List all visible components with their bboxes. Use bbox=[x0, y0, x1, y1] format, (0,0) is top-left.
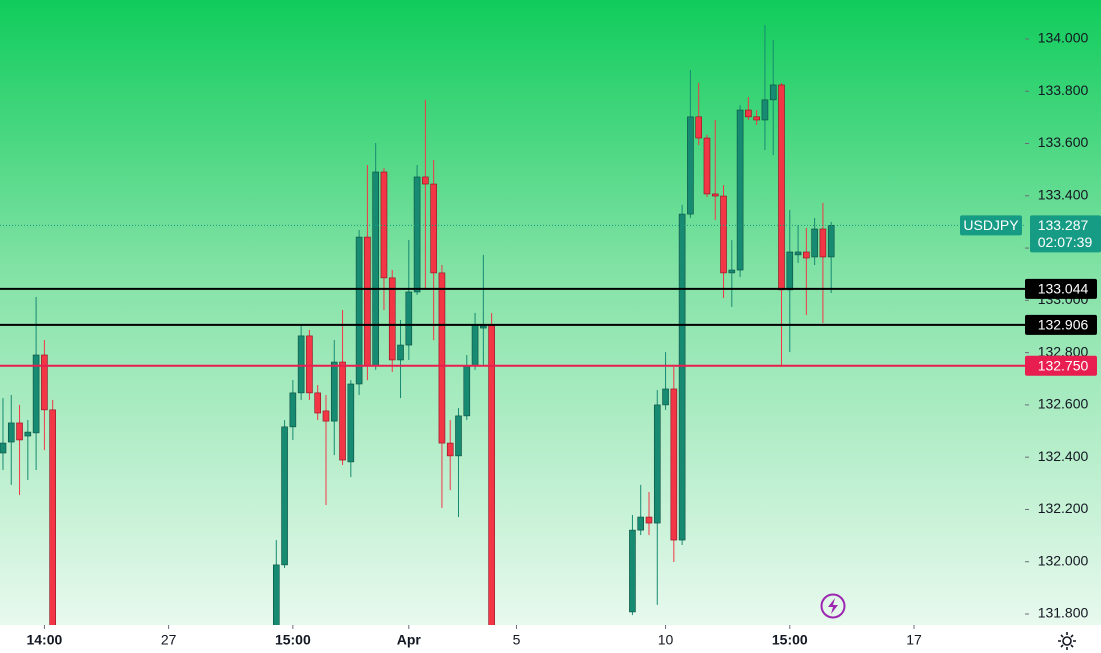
price-line-label: 133.044 bbox=[1038, 281, 1089, 297]
candle-body bbox=[339, 361, 346, 461]
candle-body bbox=[438, 272, 446, 444]
candle-body bbox=[827, 225, 835, 258]
candle-body bbox=[49, 409, 56, 625]
y-tick-label: 132.000 bbox=[1038, 552, 1089, 568]
candle-body bbox=[819, 228, 827, 258]
plot-area bbox=[0, 24, 1025, 625]
y-tick-label: 132.800 bbox=[1038, 343, 1089, 359]
price-line-label: 132.906 bbox=[1038, 317, 1089, 333]
candle-body bbox=[32, 354, 40, 434]
x-tick-label: 17 bbox=[906, 632, 922, 648]
candle-body bbox=[794, 251, 802, 256]
candle-body bbox=[430, 183, 437, 274]
candle-body bbox=[0, 442, 7, 454]
candle-body bbox=[314, 392, 322, 414]
candle-body bbox=[670, 388, 678, 541]
last-price-label: 133.287 bbox=[1038, 217, 1089, 233]
candle-body bbox=[330, 361, 338, 422]
background bbox=[0, 0, 1101, 625]
y-tick-label: 133.600 bbox=[1038, 134, 1089, 150]
candle-body bbox=[687, 116, 694, 215]
candle-body bbox=[645, 516, 653, 524]
candle-body bbox=[463, 365, 471, 417]
candle-body bbox=[322, 410, 330, 422]
candle-body bbox=[736, 109, 744, 271]
candle-body bbox=[364, 236, 371, 367]
candle-body bbox=[7, 422, 15, 443]
y-tick-label: 132.200 bbox=[1038, 500, 1089, 516]
x-tick-label: 27 bbox=[161, 632, 177, 648]
candle-body bbox=[488, 324, 495, 625]
candle-body bbox=[388, 277, 396, 361]
candle-body bbox=[347, 383, 355, 463]
candle-body bbox=[405, 291, 413, 346]
alert-icon[interactable] bbox=[820, 593, 846, 619]
price-axis: 131.800 132.000 132.200 132.400 132.600 132.8… bbox=[1025, 30, 1101, 621]
y-tick-label: 133.800 bbox=[1038, 82, 1089, 98]
x-tick-label: 15:00 bbox=[275, 632, 311, 648]
symbol-box bbox=[960, 215, 1022, 236]
y-tick-label: 132.600 bbox=[1038, 396, 1089, 412]
x-tick-label: 10 bbox=[658, 632, 674, 648]
candle-body bbox=[711, 193, 719, 197]
candle-body bbox=[778, 84, 785, 291]
y-tick-label: 132.400 bbox=[1038, 448, 1089, 464]
candle-body bbox=[16, 422, 23, 441]
candle-body bbox=[753, 116, 760, 121]
candle-body bbox=[720, 195, 727, 274]
y-tick-label: 134.000 bbox=[1038, 30, 1089, 46]
candle-body bbox=[281, 426, 288, 566]
candle-body bbox=[728, 269, 736, 274]
candle-body bbox=[41, 354, 48, 411]
x-tick-label: 5 bbox=[513, 632, 521, 648]
candle-body bbox=[446, 442, 454, 457]
candle-body bbox=[422, 176, 429, 185]
price-line-box bbox=[1025, 278, 1097, 299]
candle-body bbox=[397, 344, 404, 361]
x-tick-label: 14:00 bbox=[26, 632, 62, 648]
x-tick-label: Apr bbox=[397, 632, 422, 648]
countdown-label: 02:07:39 bbox=[1038, 234, 1093, 250]
candle-body bbox=[786, 251, 794, 291]
y-tick-label: 131.800 bbox=[1038, 605, 1089, 621]
candle-body bbox=[629, 529, 636, 613]
x-tick-label: 15:00 bbox=[772, 632, 808, 648]
price-line-box bbox=[1025, 314, 1097, 335]
last-price-box bbox=[1030, 215, 1101, 253]
candle-body bbox=[380, 171, 388, 279]
candle-body bbox=[769, 84, 777, 101]
time-axis bbox=[0, 625, 1101, 653]
candle-body bbox=[413, 176, 421, 293]
candle-body bbox=[811, 228, 818, 258]
candle-body bbox=[662, 388, 669, 406]
candle-body bbox=[678, 213, 686, 541]
candle-body bbox=[703, 137, 711, 195]
candle-body bbox=[637, 516, 645, 531]
candle-body bbox=[761, 99, 769, 121]
candle-body bbox=[471, 324, 479, 367]
candle-body bbox=[480, 325, 487, 329]
candle-body bbox=[372, 171, 379, 367]
candle-body bbox=[24, 431, 32, 437]
candle-body bbox=[455, 415, 462, 457]
candle-body bbox=[355, 236, 363, 385]
candle-body bbox=[695, 116, 702, 139]
y-tick-label: 133.400 bbox=[1038, 186, 1089, 202]
settings-icon[interactable] bbox=[1058, 632, 1076, 650]
candle-body bbox=[297, 335, 305, 394]
price-line-box bbox=[1025, 355, 1097, 376]
candle-body bbox=[289, 392, 297, 428]
candle-body bbox=[745, 109, 752, 118]
symbol-label: USDJPY bbox=[963, 217, 1019, 233]
candle-body bbox=[803, 251, 810, 259]
price-line-label: 132.750 bbox=[1038, 357, 1089, 373]
candle-body bbox=[306, 335, 313, 394]
candle-body bbox=[272, 564, 280, 625]
candle-body bbox=[653, 404, 661, 524]
